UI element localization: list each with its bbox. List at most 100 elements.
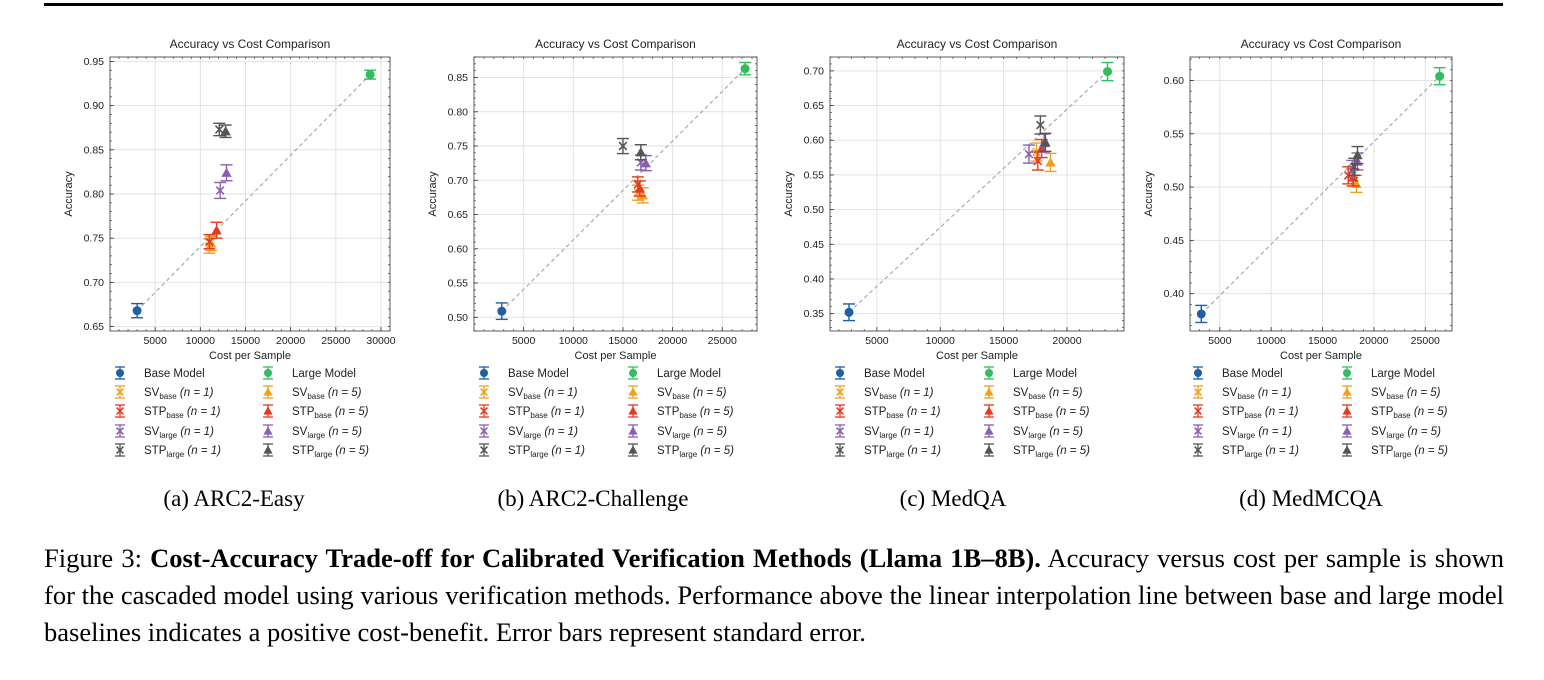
legend-marker-x xyxy=(480,427,488,435)
legend-label-main: STP xyxy=(1222,445,1245,457)
marker-triangle xyxy=(221,167,232,177)
legend-label-main: Base Model xyxy=(1222,368,1283,380)
legend-marker-x xyxy=(116,388,124,396)
legend-label-sub: large xyxy=(307,431,325,440)
data-point-large-circle xyxy=(739,61,752,76)
y-tick-label: 0.70 xyxy=(448,175,469,187)
legend-label-n: (n = 5) xyxy=(1046,426,1083,438)
legend-label-n: (n = 5) xyxy=(1411,445,1448,457)
marker-triangle xyxy=(1352,149,1363,160)
legend-label-main: Base Model xyxy=(508,368,569,380)
marker-circle xyxy=(1435,71,1445,81)
data-point-base-circle xyxy=(495,302,508,321)
legend-label: SVlarge (n = 1) xyxy=(1222,426,1292,440)
y-axis-label: Accuracy xyxy=(1143,171,1155,217)
legend-label: SVbase (n = 1) xyxy=(1222,387,1292,401)
legend-label: SVbase (n = 5) xyxy=(292,387,362,401)
legend-marker-circle xyxy=(480,369,488,377)
y-tick-label: 0.45 xyxy=(804,239,825,251)
legend-label-sub: large xyxy=(1393,450,1411,459)
data-point-stp_base-x xyxy=(203,233,216,250)
legend-label-sub: base xyxy=(159,392,177,401)
legend-label: SVlarge (n = 1) xyxy=(864,426,934,440)
chart-title: Accuracy vs Cost Comparison xyxy=(170,37,331,51)
legend-label: Large Model xyxy=(1013,368,1077,380)
data-point-stp_large-triangle xyxy=(634,143,647,161)
legend-marker-triangle xyxy=(263,406,273,415)
legend-marker-triangle xyxy=(628,426,638,435)
legend-label-n: (n = 1) xyxy=(184,445,221,457)
legend-marker-triangle xyxy=(984,387,994,396)
legend-entry: SVbase (n = 5) xyxy=(984,385,1083,401)
x-tick-label: 10000 xyxy=(559,335,588,347)
legend-label-sub: base xyxy=(307,392,325,401)
legend-label-main: Large Model xyxy=(292,368,356,380)
legend-label-n: (n = 1) xyxy=(548,406,585,418)
legend-label: SVbase (n = 1) xyxy=(144,387,214,401)
x-tick-label: 15000 xyxy=(989,335,1018,347)
legend-marker-triangle xyxy=(1342,387,1352,396)
legend-label: Base Model xyxy=(508,368,569,380)
legend-label-n: (n = 5) xyxy=(1404,426,1441,438)
legend-entry: Base Model xyxy=(479,366,569,380)
legend-marker-x xyxy=(1194,427,1202,435)
legend-label-sub: large xyxy=(166,450,184,459)
y-tick-label: 0.60 xyxy=(448,243,469,255)
legend-label: Base Model xyxy=(144,368,205,380)
data-point-large-circle xyxy=(364,69,377,80)
data-point-sv_large-triangle xyxy=(220,164,233,182)
legend-label-main: SV xyxy=(1013,426,1029,438)
legend-label-sub: base xyxy=(314,411,332,420)
legend-label: SVbase (n = 5) xyxy=(657,387,727,401)
legend-label-main: STP xyxy=(1371,406,1394,418)
legend-marker-x xyxy=(836,407,844,415)
interpolation-line xyxy=(848,71,1108,313)
legend-label-main: SV xyxy=(144,426,160,438)
legend-label-sub: base xyxy=(672,392,690,401)
y-axis-label: Accuracy xyxy=(63,171,75,217)
x-tick-label: 20000 xyxy=(1359,335,1388,347)
legend-label-n: (n = 5) xyxy=(690,387,727,399)
legend-label: Large Model xyxy=(657,368,721,380)
legend-entry: Base Model xyxy=(835,366,925,380)
legend-marker-x xyxy=(1194,446,1202,454)
legend-entry: SVbase (n = 5) xyxy=(628,385,727,401)
legend-entry: STPbase (n = 1) xyxy=(115,404,221,420)
legend-label: STPbase (n = 1) xyxy=(864,406,941,420)
legend-label: STPlarge (n = 1) xyxy=(1222,445,1299,459)
chart-panel-4: 5000 10000 15000 20000 25000 0.40 0.45 0.50 0.55… xyxy=(1143,37,1453,511)
legend-label-sub: large xyxy=(679,450,697,459)
legend-label: STPlarge (n = 5) xyxy=(1371,445,1448,459)
plot-area xyxy=(474,57,757,331)
legend-entry: STPlarge (n = 5) xyxy=(984,443,1090,459)
legend-label: STPbase (n = 1) xyxy=(144,406,221,420)
legend-label-n: (n = 5) xyxy=(1046,387,1083,399)
legend-entry: STPlarge (n = 5) xyxy=(628,443,734,459)
legend-marker-triangle xyxy=(263,426,273,435)
legend-label: Large Model xyxy=(1371,368,1435,380)
legend-entry: SVlarge (n = 1) xyxy=(1193,424,1292,440)
legend-label-sub: large xyxy=(886,450,904,459)
legend-label-main: STP xyxy=(657,445,680,457)
top-rule xyxy=(44,3,1503,6)
x-tick-label: 15000 xyxy=(231,335,260,347)
x-axis-label: Cost per Sample xyxy=(209,350,291,362)
legend-entry: SVlarge (n = 5) xyxy=(263,424,362,440)
legend-label-main: STP xyxy=(1013,406,1036,418)
legend-label-n: (n = 5) xyxy=(1411,406,1448,418)
legend-label: STPbase (n = 1) xyxy=(508,406,585,420)
legend-label-main: STP xyxy=(144,445,167,457)
legend-marker-circle xyxy=(1343,369,1351,377)
legend-label: STPlarge (n = 5) xyxy=(1013,445,1090,459)
legend-label-sub: base xyxy=(166,411,184,420)
legend-label-main: SV xyxy=(1222,426,1238,438)
legend-marker-circle xyxy=(116,369,124,377)
legend-entry: STPlarge (n = 5) xyxy=(263,443,369,459)
legend-entry: STPlarge (n = 1) xyxy=(835,443,941,459)
legend-marker-triangle xyxy=(984,406,994,415)
y-tick-label: 0.70 xyxy=(84,277,105,289)
legend-label-main: Base Model xyxy=(144,368,205,380)
marker-triangle xyxy=(1045,157,1056,167)
